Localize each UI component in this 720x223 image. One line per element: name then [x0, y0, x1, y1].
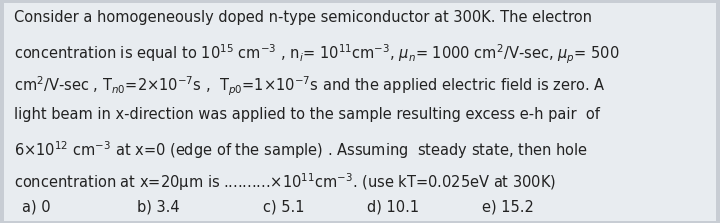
Text: concentration at x=20μm is ..........×10$^{11}$cm$^{-3}$. (use kT=0.025eV at 300: concentration at x=20μm is ..........×10… [14, 172, 557, 193]
Text: cm$^2$/V-sec , T$_{n0}$=2×10$^{-7}$s ,  T$_{p0}$=1×10$^{-7}$s and the applied el: cm$^2$/V-sec , T$_{n0}$=2×10$^{-7}$s , T… [14, 75, 606, 98]
Text: c) 5.1: c) 5.1 [263, 200, 305, 215]
Text: light beam in x-direction was applied to the sample resulting excess e-h pair  o: light beam in x-direction was applied to… [14, 107, 600, 122]
Text: Consider a homogeneously doped n-type semiconductor at 300K. The electron: Consider a homogeneously doped n-type se… [14, 10, 593, 25]
Text: 6×10$^{12}$ cm$^{-3}$ at x=0 (edge of the sample) . Assuming  steady state, then: 6×10$^{12}$ cm$^{-3}$ at x=0 (edge of th… [14, 139, 588, 161]
Text: concentration is equal to $10^{15}$ cm$^{-3}$ , n$_i$= $10^{11}$cm$^{-3}$, $\mu_: concentration is equal to $10^{15}$ cm$^… [14, 42, 620, 66]
Text: a) 0: a) 0 [22, 200, 50, 215]
Text: d) 10.1: d) 10.1 [367, 200, 419, 215]
Text: e) 15.2: e) 15.2 [482, 200, 534, 215]
Text: b) 3.4: b) 3.4 [137, 200, 179, 215]
FancyBboxPatch shape [4, 3, 716, 221]
